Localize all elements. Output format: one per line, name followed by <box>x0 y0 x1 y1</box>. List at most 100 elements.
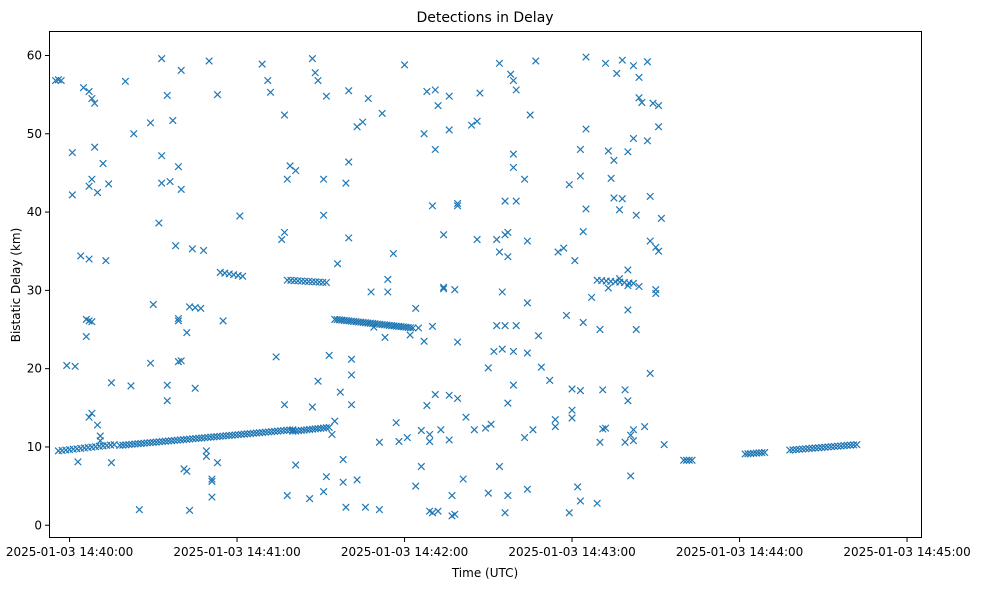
data-point <box>612 69 621 78</box>
data-point <box>638 98 646 107</box>
data-point <box>629 61 638 70</box>
data-point <box>817 443 826 452</box>
data-point <box>849 441 858 449</box>
data-point <box>476 89 484 97</box>
data-point <box>202 452 211 461</box>
data-point <box>423 401 431 410</box>
data-point <box>389 249 398 258</box>
data-point <box>615 274 624 283</box>
data-point <box>512 86 520 94</box>
data-point <box>272 353 280 361</box>
data-point <box>601 424 610 432</box>
data-point <box>344 86 353 95</box>
data-point <box>319 278 327 287</box>
data-point <box>582 205 590 213</box>
data-point <box>249 429 258 438</box>
data-point <box>821 443 829 451</box>
data-point <box>629 436 638 445</box>
data-point <box>375 505 384 514</box>
data-point <box>453 338 462 346</box>
data-point <box>484 489 493 497</box>
y-tick-label: 30 <box>27 283 42 297</box>
data-point <box>336 388 345 396</box>
data-point <box>610 156 618 165</box>
data-point <box>381 333 389 342</box>
data-point <box>571 256 579 265</box>
data-point <box>208 493 216 501</box>
data-point <box>125 440 133 449</box>
data-point <box>315 278 323 286</box>
data-point <box>174 314 183 323</box>
data-point <box>646 237 654 245</box>
data-point <box>523 299 532 307</box>
data-point <box>261 428 270 436</box>
data-point <box>654 123 663 131</box>
data-point <box>283 491 292 500</box>
data-point <box>635 94 643 102</box>
data-point <box>314 76 322 85</box>
data-point <box>643 58 652 66</box>
data-point <box>827 442 835 451</box>
data-point <box>509 381 518 389</box>
data-point <box>802 445 810 453</box>
data-point <box>291 166 300 175</box>
data-point <box>342 179 350 187</box>
data-point <box>504 228 512 237</box>
data-point <box>629 426 638 434</box>
data-point <box>207 433 215 441</box>
data-point <box>155 219 163 227</box>
x-tick-label: 2025-01-03 14:44:00 <box>676 545 803 559</box>
data-point <box>79 83 88 92</box>
data-point <box>90 143 99 151</box>
data-point <box>188 245 197 253</box>
data-point <box>88 317 96 326</box>
data-point <box>504 399 512 407</box>
data-point <box>202 447 211 455</box>
data-point <box>596 438 604 446</box>
data-point <box>624 397 632 405</box>
data-point <box>319 211 328 219</box>
data-point <box>495 462 504 471</box>
data-point <box>304 277 313 286</box>
data-point <box>378 109 386 118</box>
data-point <box>495 59 504 68</box>
data-point <box>358 118 367 126</box>
data-point <box>311 68 319 77</box>
data-point <box>467 121 476 129</box>
data-point <box>287 276 295 285</box>
data-point <box>451 285 459 294</box>
data-point <box>624 148 632 156</box>
data-point <box>626 472 635 480</box>
data-point <box>587 293 596 302</box>
y-tick-label: 40 <box>27 205 42 219</box>
data-point <box>565 180 573 189</box>
data-point <box>301 277 309 285</box>
data-point <box>183 328 191 337</box>
data-point <box>264 76 272 85</box>
data-point <box>504 491 512 500</box>
data-point <box>104 180 113 188</box>
data-point <box>679 456 688 464</box>
data-point <box>685 456 694 464</box>
data-point <box>610 194 618 202</box>
data-point <box>347 400 356 409</box>
data-point <box>191 384 199 392</box>
data-point <box>428 202 437 210</box>
data-point <box>213 90 222 99</box>
data-point <box>370 323 378 331</box>
data-point <box>643 137 652 145</box>
data-point <box>501 197 509 205</box>
data-point <box>551 422 560 431</box>
data-point <box>420 337 428 345</box>
data-point <box>811 444 820 452</box>
data-point <box>652 289 660 298</box>
data-point <box>331 417 339 425</box>
data-point <box>325 423 333 432</box>
data-point <box>509 347 518 356</box>
data-point <box>601 59 610 68</box>
data-point <box>322 278 331 287</box>
data-point <box>445 92 453 100</box>
data-point <box>208 477 216 486</box>
data-point <box>308 277 316 286</box>
x-tick-label: 2025-01-03 14:45:00 <box>843 545 970 559</box>
